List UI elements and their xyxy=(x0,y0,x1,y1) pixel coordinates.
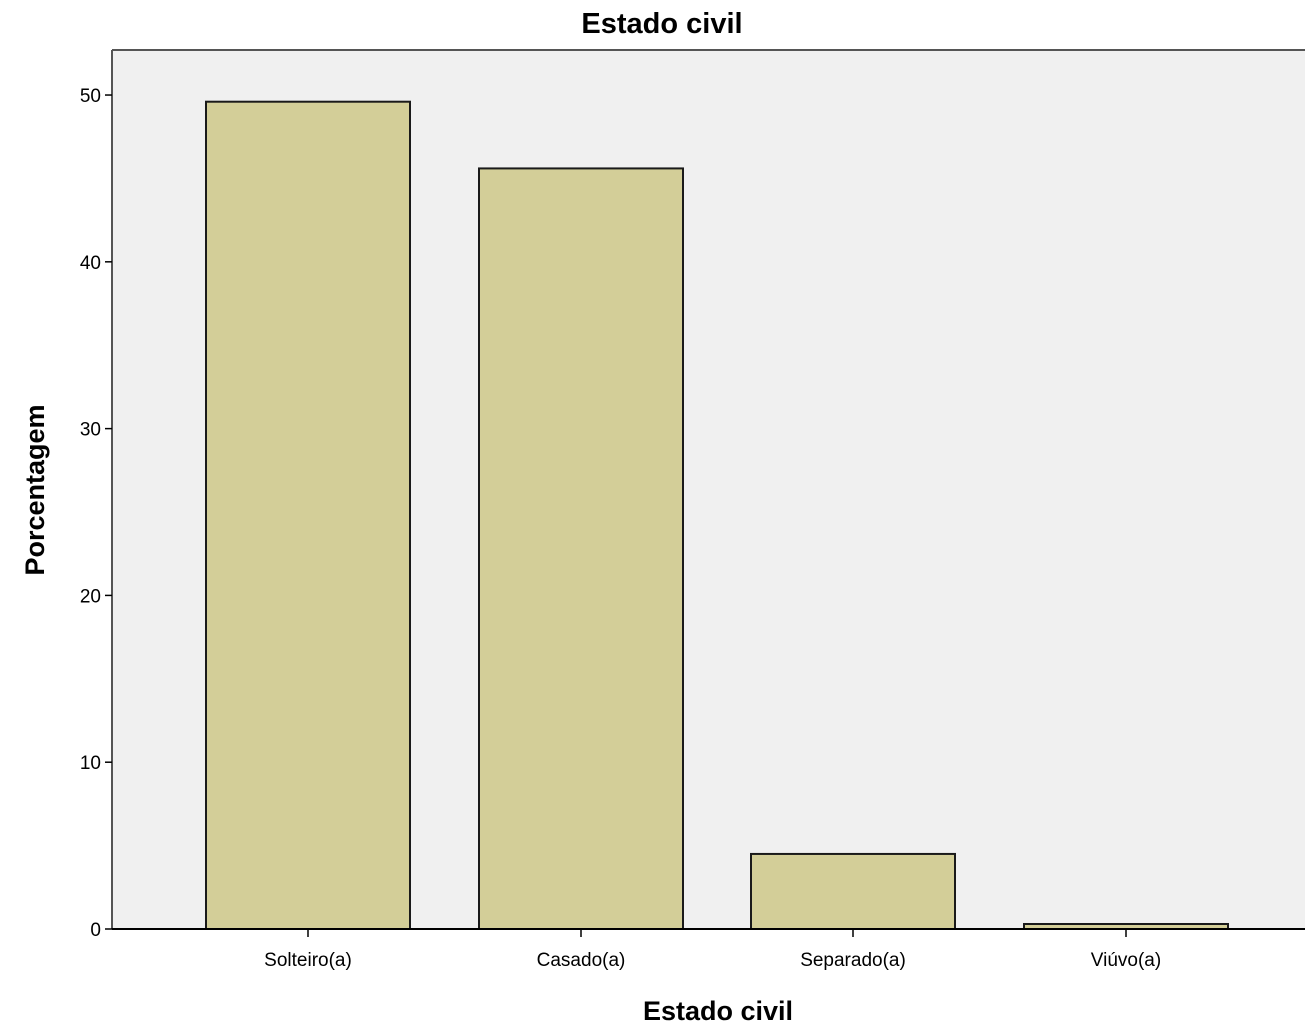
bar-1 xyxy=(205,100,411,931)
x-category-label: Casado(a) xyxy=(537,950,626,971)
y-tick-label: 0 xyxy=(90,920,101,941)
y-axis-ticks: 0 10 20 30 40 50 xyxy=(80,86,112,941)
y-tick-label: 20 xyxy=(80,586,101,607)
y-tick-label: 10 xyxy=(80,753,101,774)
y-axis-title: Porcentagem xyxy=(20,404,50,575)
x-category-label: Solteiro(a) xyxy=(264,950,352,971)
bar-2 xyxy=(478,167,684,930)
x-axis-ticks: Solteiro(a) Casado(a) Separado(a) Viúvo(a) xyxy=(264,929,1161,971)
y-tick-label: 50 xyxy=(80,86,101,107)
x-category-label: Separado(a) xyxy=(800,950,906,971)
chart-title: Estado civil xyxy=(581,8,742,40)
x-axis-title: Estado civil xyxy=(643,996,793,1026)
y-tick-label: 40 xyxy=(80,253,101,274)
bar-3 xyxy=(750,852,956,930)
x-category-label: Viúvo(a) xyxy=(1091,950,1161,971)
y-tick-label: 30 xyxy=(80,420,101,441)
bars xyxy=(205,100,1229,931)
